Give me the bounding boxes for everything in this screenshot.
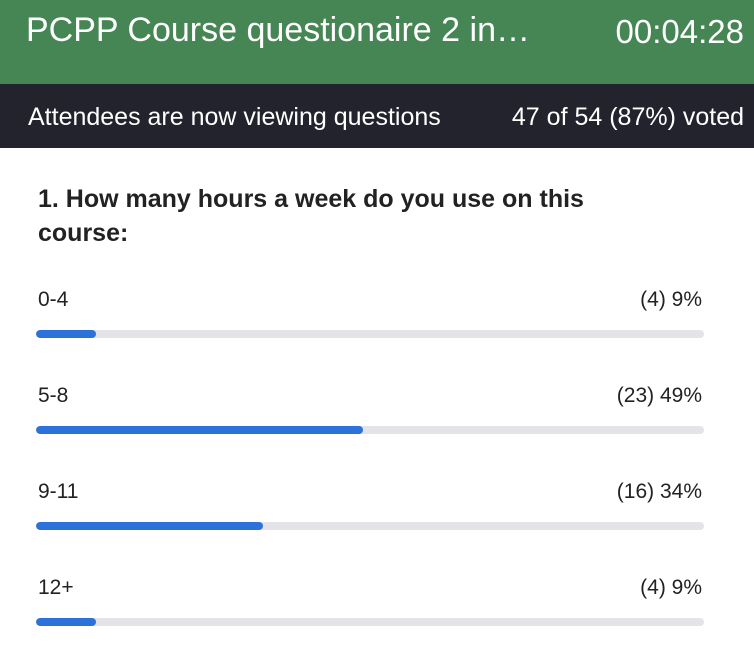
option-row: 12+ (4) 9%: [0, 568, 754, 664]
status-message: Attendees are now viewing questions: [28, 103, 441, 131]
result-bar-fill: [36, 330, 97, 338]
option-label: 0-4: [38, 288, 69, 311]
question-text: 1. How many hours a week do you use on t…: [38, 185, 584, 247]
result-bar-fill: [36, 522, 264, 530]
option-result: (4) 9%: [640, 288, 702, 311]
option-row: 5-8 (23) 49%: [0, 376, 754, 472]
option-row: 0-4 (4) 9%: [0, 280, 754, 376]
poll-timer: 00:04:28: [615, 13, 744, 50]
option-result: (23) 49%: [616, 384, 702, 407]
poll-title: PCPP Course questionaire 2 in…: [26, 11, 530, 49]
option-row: 9-11 (16) 34%: [0, 472, 754, 568]
option-result: (16) 34%: [616, 480, 702, 503]
vote-count: 47 of 54 (87%) voted: [511, 103, 744, 131]
result-bar-track: [36, 426, 704, 434]
result-bar-track: [36, 330, 704, 338]
result-bar-track: [36, 618, 704, 626]
option-label: 9-11: [38, 480, 79, 503]
options-list: 0-4 (4) 9% 5-8 (23) 49% 9-11 (16) 34% 12…: [0, 280, 754, 664]
status-bar: Attendees are now viewing questions 47 o…: [0, 84, 754, 148]
result-bar-fill: [36, 426, 364, 434]
poll-header: PCPP Course questionaire 2 in… 00:04:28: [0, 0, 754, 84]
option-label: 12+: [38, 576, 74, 599]
option-label: 5-8: [38, 384, 69, 407]
result-bar-track: [36, 522, 704, 530]
result-bar-fill: [36, 618, 97, 626]
option-result: (4) 9%: [640, 576, 702, 599]
